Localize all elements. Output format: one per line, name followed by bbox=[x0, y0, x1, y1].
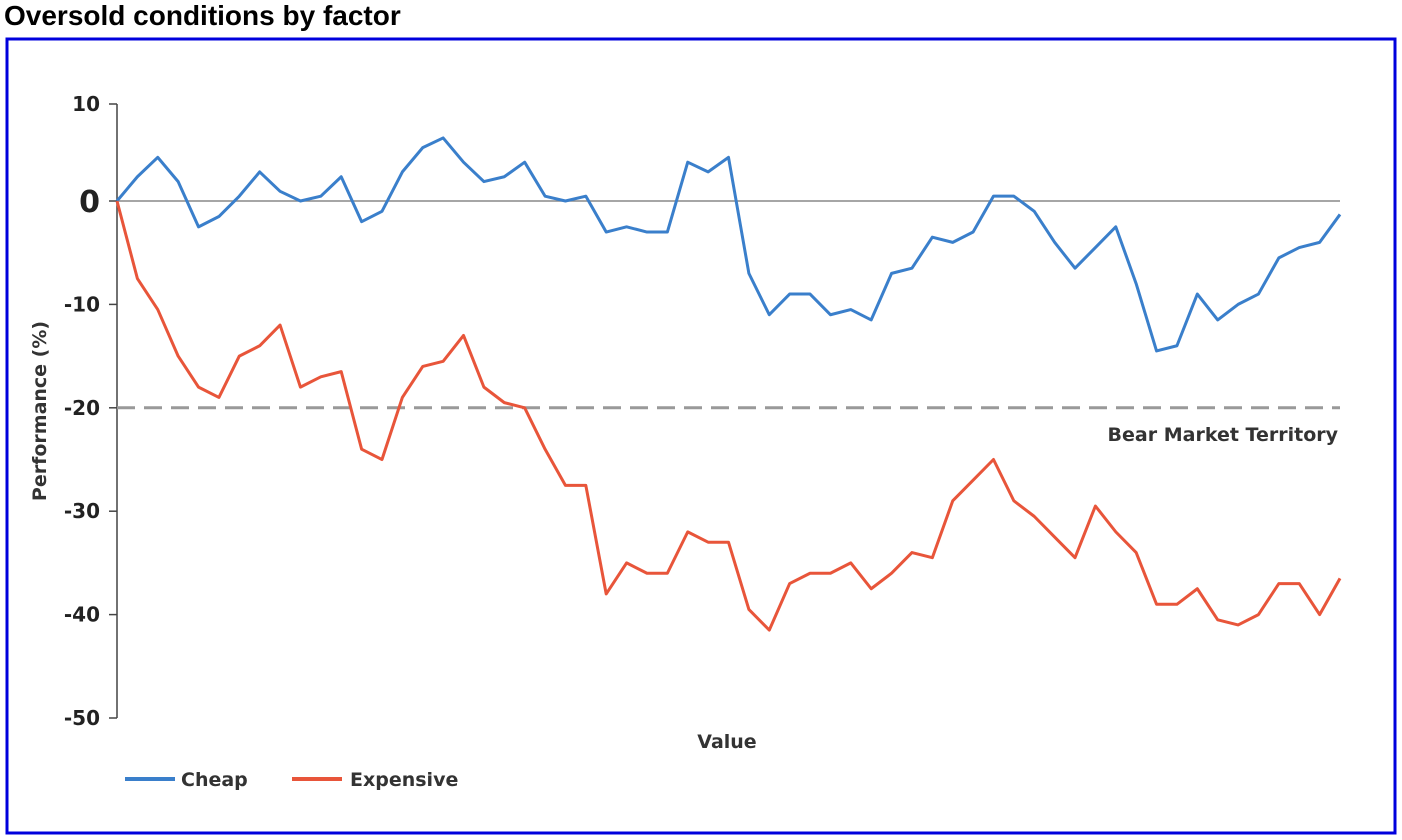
y-tick-label: -30 bbox=[64, 499, 100, 523]
series-line-cheap bbox=[115, 136, 1342, 353]
y-tick-label: 10 bbox=[72, 92, 100, 116]
y-tick-label: -20 bbox=[64, 396, 100, 420]
legend-label-cheap: Cheap bbox=[181, 769, 248, 791]
chart-frame bbox=[5, 37, 1397, 835]
y-tick-label: -50 bbox=[64, 706, 100, 730]
x-axis-label: Value bbox=[697, 731, 756, 753]
chart-title: Oversold conditions by factor bbox=[4, 0, 401, 31]
y-tick-label: 0 bbox=[79, 185, 100, 220]
legend: Cheap Expensive bbox=[125, 769, 458, 791]
series-line-expensive bbox=[115, 200, 1342, 632]
legend-label-expensive: Expensive bbox=[350, 769, 458, 791]
y-tick-label: -10 bbox=[64, 292, 100, 316]
y-tick-label: -40 bbox=[64, 603, 100, 627]
bear-market-label: Bear Market Territory bbox=[1108, 424, 1339, 446]
y-axis-label: Performance (%) bbox=[29, 321, 51, 501]
